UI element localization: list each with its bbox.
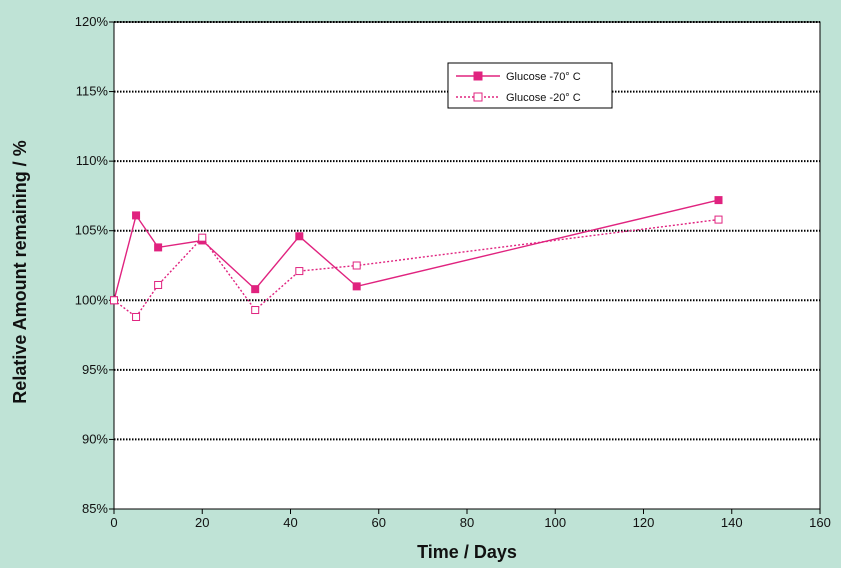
- data-point: [295, 232, 304, 241]
- data-point: [154, 243, 163, 252]
- y-tick-label: 105%: [75, 223, 109, 238]
- data-point: [132, 312, 141, 321]
- x-tick-label: 20: [195, 515, 209, 530]
- x-tick-label: 60: [372, 515, 386, 530]
- x-tick-label: 0: [110, 515, 117, 530]
- y-tick-label: 110%: [76, 153, 109, 168]
- data-point: [132, 211, 141, 220]
- x-tick-label: 100: [544, 515, 566, 530]
- x-tick-label: 80: [460, 515, 474, 530]
- gridlines: [114, 21, 820, 441]
- legend-label-0: Glucose -70° C: [506, 71, 581, 83]
- data-point: [714, 215, 723, 224]
- y-axis-title: Relative Amount remaining / %: [10, 140, 30, 403]
- x-tick-label: 40: [283, 515, 297, 530]
- data-point: [251, 306, 260, 315]
- x-tick-label: 120: [633, 515, 655, 530]
- data-point: [110, 296, 118, 305]
- data-point: [154, 280, 163, 289]
- y-tick-label: 100%: [75, 292, 109, 307]
- x-tick-label: 140: [721, 515, 743, 530]
- series-line-1: [113, 218, 719, 318]
- legend-swatch-marker-0: [473, 71, 483, 81]
- y-tick-label: 120%: [75, 14, 109, 29]
- legend-swatch-marker-1: [473, 92, 483, 102]
- data-point: [352, 261, 361, 270]
- y-tick-label: 115%: [76, 84, 109, 99]
- y-tick-label: 90%: [82, 431, 108, 446]
- data-point: [714, 196, 723, 205]
- x-axis-ticks: 0 20 40 60 80 100 120 140 160: [110, 509, 831, 530]
- y-tick-label: 95%: [82, 362, 108, 377]
- x-tick-label: 160: [809, 515, 831, 530]
- y-tick-label: 85%: [82, 501, 108, 516]
- data-point: [295, 267, 304, 276]
- y-axis-ticks: 85% 90% 95% 100% 105% 110% 115% 120%: [75, 14, 114, 516]
- data-point: [198, 233, 207, 242]
- series-line-0: [113, 199, 719, 301]
- series-group: [110, 196, 723, 321]
- x-axis-title: Time / Days: [417, 542, 517, 562]
- legend: Glucose -70° C Glucose -20° C: [447, 62, 613, 109]
- series-1: [110, 215, 723, 321]
- data-point: [251, 285, 260, 294]
- data-point: [352, 282, 361, 291]
- legend-label-1: Glucose -20° C: [506, 92, 581, 104]
